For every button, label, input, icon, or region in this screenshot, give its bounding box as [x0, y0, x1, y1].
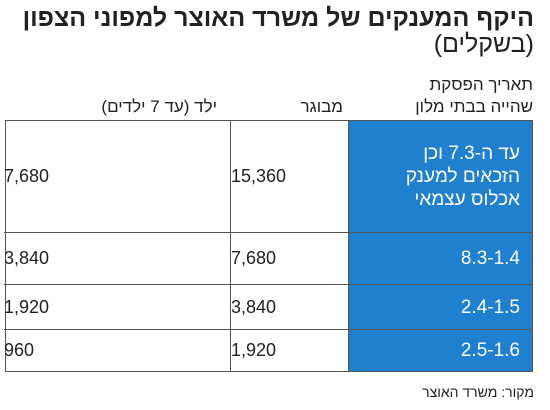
table-cell: 3,840 — [4, 233, 231, 285]
table-cell: 7,680 — [231, 233, 349, 285]
subtitle: (בשקלים) — [433, 30, 534, 58]
row-label: 8.3-1.4 — [349, 233, 532, 285]
text-line: הזכאים למענק — [405, 166, 520, 187]
cell-lines: תאריך הפסקת שהייה בבתי מלון — [415, 74, 533, 118]
column-divider — [230, 121, 231, 371]
row-label: עד ה-7.3 וכן הזכאים למענק אכלוס עצמאי — [349, 121, 532, 233]
table: עד ה-7.3 וכן הזכאים למענק אכלוס עצמאי 15,36… — [4, 120, 533, 372]
text-line: עד ה-7.3 וכן — [423, 143, 520, 164]
text-line: אכלוס עצמאי — [414, 189, 520, 210]
column-header: מבוגר — [300, 97, 343, 116]
column-header: ילד (עד 7 ילדים) — [101, 97, 217, 116]
table-cell: 1,920 — [4, 285, 231, 330]
row-label: 2.5-1.6 — [349, 330, 532, 371]
table-cell: 3,840 — [231, 285, 349, 330]
table-cell: 7,680 — [4, 121, 231, 233]
table-cell: 960 — [4, 340, 35, 360]
source: מקור: משרד האוצר — [422, 384, 534, 400]
title: היקף המענקים של משרד האוצר למפוני הצפון — [22, 4, 534, 32]
table-cell: 1,920 — [231, 340, 277, 360]
column-divider — [348, 121, 349, 371]
column-header: תאריך הפסקת שהייה בבתי מלון — [415, 74, 533, 118]
text-line: תאריך הפסקת — [429, 75, 533, 94]
row-label: 2.4-1.5 — [349, 285, 532, 330]
cell-lines: עד ה-7.3 וכן הזכאים למענק אכלוס עצמאי — [406, 142, 520, 211]
text-line: שהייה בבתי מלון — [415, 97, 533, 116]
table-cell: 15,360 — [231, 121, 349, 233]
